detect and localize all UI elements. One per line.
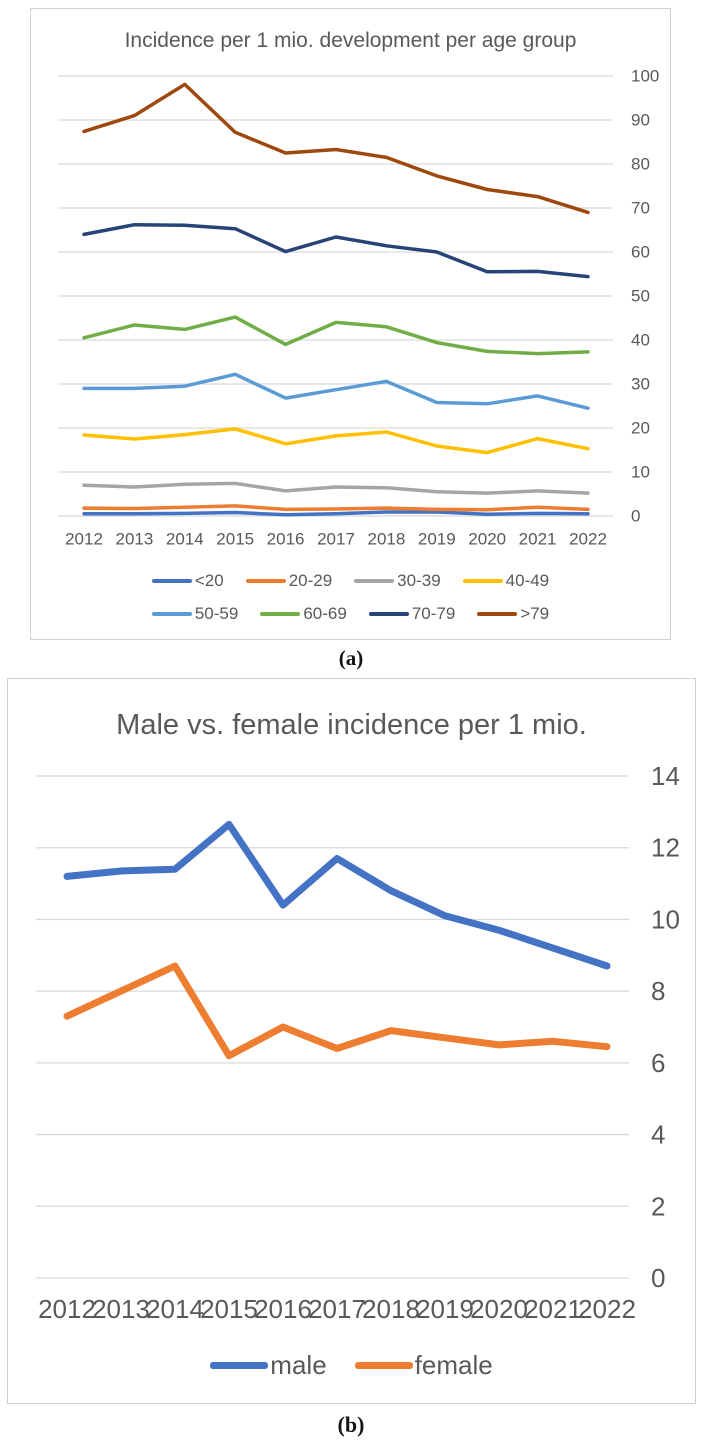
legend-row: 50-59 60-69 70-79 >79: [141, 603, 560, 625]
y-axis-tick-label: 60: [631, 243, 650, 262]
y-axis-tick-label: 0: [651, 1263, 665, 1293]
legend-item-30-39: 30-39: [354, 571, 441, 591]
x-axis-tick-label: 2014: [166, 530, 204, 549]
series-line-60-69: [82, 315, 590, 356]
x-axis-tick-label: 2021: [524, 1294, 582, 1324]
legend-item->79: >79: [477, 604, 549, 624]
y-axis-tick-label: 70: [631, 199, 650, 218]
legend-marker-70-79: [368, 612, 409, 616]
y-axis-tick-label: 10: [651, 904, 680, 934]
legend-label: >79: [520, 604, 550, 623]
legend-row: <20 20-29 30-39 40-49: [141, 570, 560, 592]
y-axis-tick-label: 80: [631, 155, 650, 174]
legend-label: <20: [194, 571, 224, 590]
legend-marker-50-59: [151, 612, 192, 616]
y-axis-tick-label: 30: [631, 375, 650, 394]
x-axis-tick-label: 2016: [254, 1294, 312, 1324]
y-axis-tick-label: 12: [651, 833, 680, 863]
legend-label: 20-29: [288, 571, 333, 590]
subfigure-label-b: (b): [337, 1412, 365, 1437]
legend-item-<20: <20: [151, 571, 224, 591]
y-axis-tick-label: 20: [631, 419, 650, 438]
legend-marker-30-39: [354, 579, 395, 583]
age-group-chart-title: Incidence per 1 mio. development per age…: [124, 29, 577, 52]
legend-label: 50-59: [194, 604, 239, 623]
x-axis-tick-label: 2020: [468, 530, 506, 549]
series-line-male: [63, 820, 611, 970]
male-female-chart-panel: 0 2 4 6 8 10 12 14 2012 2013 2014 2015 2016 2017 2018 2…: [7, 678, 696, 1404]
legend-item-70-79: 70-79: [368, 604, 456, 624]
x-axis-tick-label: 2014: [146, 1294, 204, 1324]
legend-item-40-49: 40-49: [462, 571, 550, 591]
y-axis-tick-label: 14: [651, 761, 680, 791]
age-group-chart-panel: 0 10 20 30 40 50 60 70 80 90 100 2012 2013 2014 2015 20…: [30, 8, 671, 640]
series-line-<20: [82, 510, 590, 517]
series-line-70-79: [82, 222, 590, 279]
legend-marker-60-69: [260, 612, 301, 616]
legend-marker-female: [354, 1361, 413, 1369]
legend-item-male: male: [210, 1349, 327, 1381]
x-axis-tick-label: 2018: [362, 1294, 420, 1324]
legend-marker-20-29: [245, 579, 286, 583]
male-female-chart-title: Male vs. female incidence per 1 mio.: [116, 709, 587, 741]
legend-label: female: [414, 1349, 493, 1380]
y-axis-tick-label: 4: [651, 1120, 665, 1150]
x-axis-tick-label: 2017: [317, 530, 355, 549]
series-line-40-49: [82, 427, 590, 455]
y-axis-tick-label: 2: [651, 1191, 665, 1221]
y-axis-tick-label: 0: [631, 507, 640, 526]
legend-item-20-29: 20-29: [245, 571, 333, 591]
legend-item-60-69: 60-69: [260, 604, 347, 624]
y-axis-tick-label: 40: [631, 331, 650, 350]
legend-marker-40-49: [462, 579, 503, 583]
age-group-legend: <20 20-29 30-39 40-49 50-59 60-69 70-79 >79: [31, 570, 670, 636]
series-line-50-59: [82, 372, 590, 410]
x-axis-tick-label: 2020: [470, 1294, 528, 1324]
series-line-female: [63, 962, 611, 1060]
legend-marker-<20: [151, 579, 192, 583]
x-axis-tick-label: 2012: [65, 530, 103, 549]
y-axis-tick-label: 10: [631, 463, 650, 482]
male-female-plot: 0246810121420122013201420152016201720182…: [36, 761, 680, 1324]
x-axis-tick-label: 2019: [416, 1294, 474, 1324]
x-axis-tick-label: 2019: [418, 530, 456, 549]
subfigure-label-a: (a): [338, 646, 364, 670]
series-line->79: [82, 82, 590, 215]
series-line-20-29: [82, 504, 590, 512]
x-axis-tick-label: 2013: [92, 1294, 150, 1324]
x-axis-tick-label: 2021: [519, 530, 557, 549]
legend-label: 70-79: [411, 604, 456, 623]
x-axis-tick-label: 2013: [115, 530, 153, 549]
series-line-30-39: [82, 481, 590, 495]
legend-marker-male: [210, 1361, 269, 1369]
x-axis-tick-label: 2016: [267, 530, 305, 549]
age-group-plot: 0 10 20 30 40 50 60 70 80 90 100 2012 2013 2014 2015 20…: [58, 67, 659, 549]
legend-label: 30-39: [397, 571, 441, 590]
legend-row: male female: [196, 1349, 506, 1381]
legend-marker->79: [477, 612, 518, 616]
legend-item-female: female: [354, 1349, 493, 1381]
x-axis-tick-label: 2015: [216, 530, 254, 549]
legend-label: male: [270, 1349, 327, 1380]
x-axis-tick-label: 2012: [38, 1294, 96, 1324]
legend-label: 60-69: [303, 604, 347, 623]
x-axis-tick-label: 2022: [569, 530, 607, 549]
y-axis-tick-label: 50: [631, 287, 650, 306]
x-axis-tick-label: 2022: [578, 1294, 636, 1324]
x-axis-tick-label: 2017: [308, 1294, 366, 1324]
male-female-legend: male female: [8, 1349, 695, 1381]
x-axis-tick-label: 2015: [200, 1294, 258, 1324]
y-axis-tick-label: 100: [631, 67, 659, 86]
y-axis-tick-label: 6: [651, 1048, 665, 1078]
y-axis-tick-label: 8: [651, 976, 665, 1006]
legend-label: 40-49: [505, 571, 550, 590]
x-axis-tick-label: 2018: [367, 530, 405, 549]
y-axis-tick-label: 90: [631, 111, 650, 130]
legend-item-50-59: 50-59: [151, 604, 239, 624]
